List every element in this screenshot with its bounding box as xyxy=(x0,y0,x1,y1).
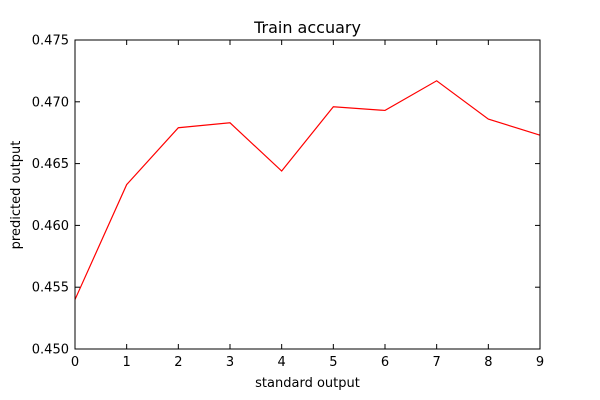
y-tick-label-2: 0.460 xyxy=(32,219,69,234)
y-tick-label-4: 0.470 xyxy=(32,95,69,110)
series-line-0 xyxy=(74,80,541,300)
x-tick-label-8: 8 xyxy=(484,355,492,370)
chart-title: Train accuary xyxy=(253,18,361,37)
x-axis-title: standard output xyxy=(255,376,360,391)
y-tick-label-5: 0.475 xyxy=(32,34,69,49)
y-tick-label-0: 0.450 xyxy=(32,343,69,358)
x-tick-label-9: 9 xyxy=(536,355,544,370)
plot-frame xyxy=(74,39,541,350)
x-tick-label-7: 7 xyxy=(433,355,441,370)
y-tick-label-1: 0.455 xyxy=(32,281,69,296)
x-tick-label-5: 5 xyxy=(329,355,337,370)
y-axis-title: predicted output xyxy=(9,141,24,250)
x-tick-label-1: 1 xyxy=(123,355,131,370)
x-tick-label-6: 6 xyxy=(381,355,389,370)
x-tick-label-3: 3 xyxy=(226,355,234,370)
x-tick-label-0: 0 xyxy=(71,355,79,370)
plot-area: 0 1 2 3 4 5 6 7 8 9 0.450 0.455 0.460 0.465 0.470 0.475 xyxy=(32,34,544,371)
x-tick-label-4: 4 xyxy=(278,355,286,370)
y-tick-label-3: 0.465 xyxy=(32,157,69,172)
x-tick-label-2: 2 xyxy=(174,355,182,370)
